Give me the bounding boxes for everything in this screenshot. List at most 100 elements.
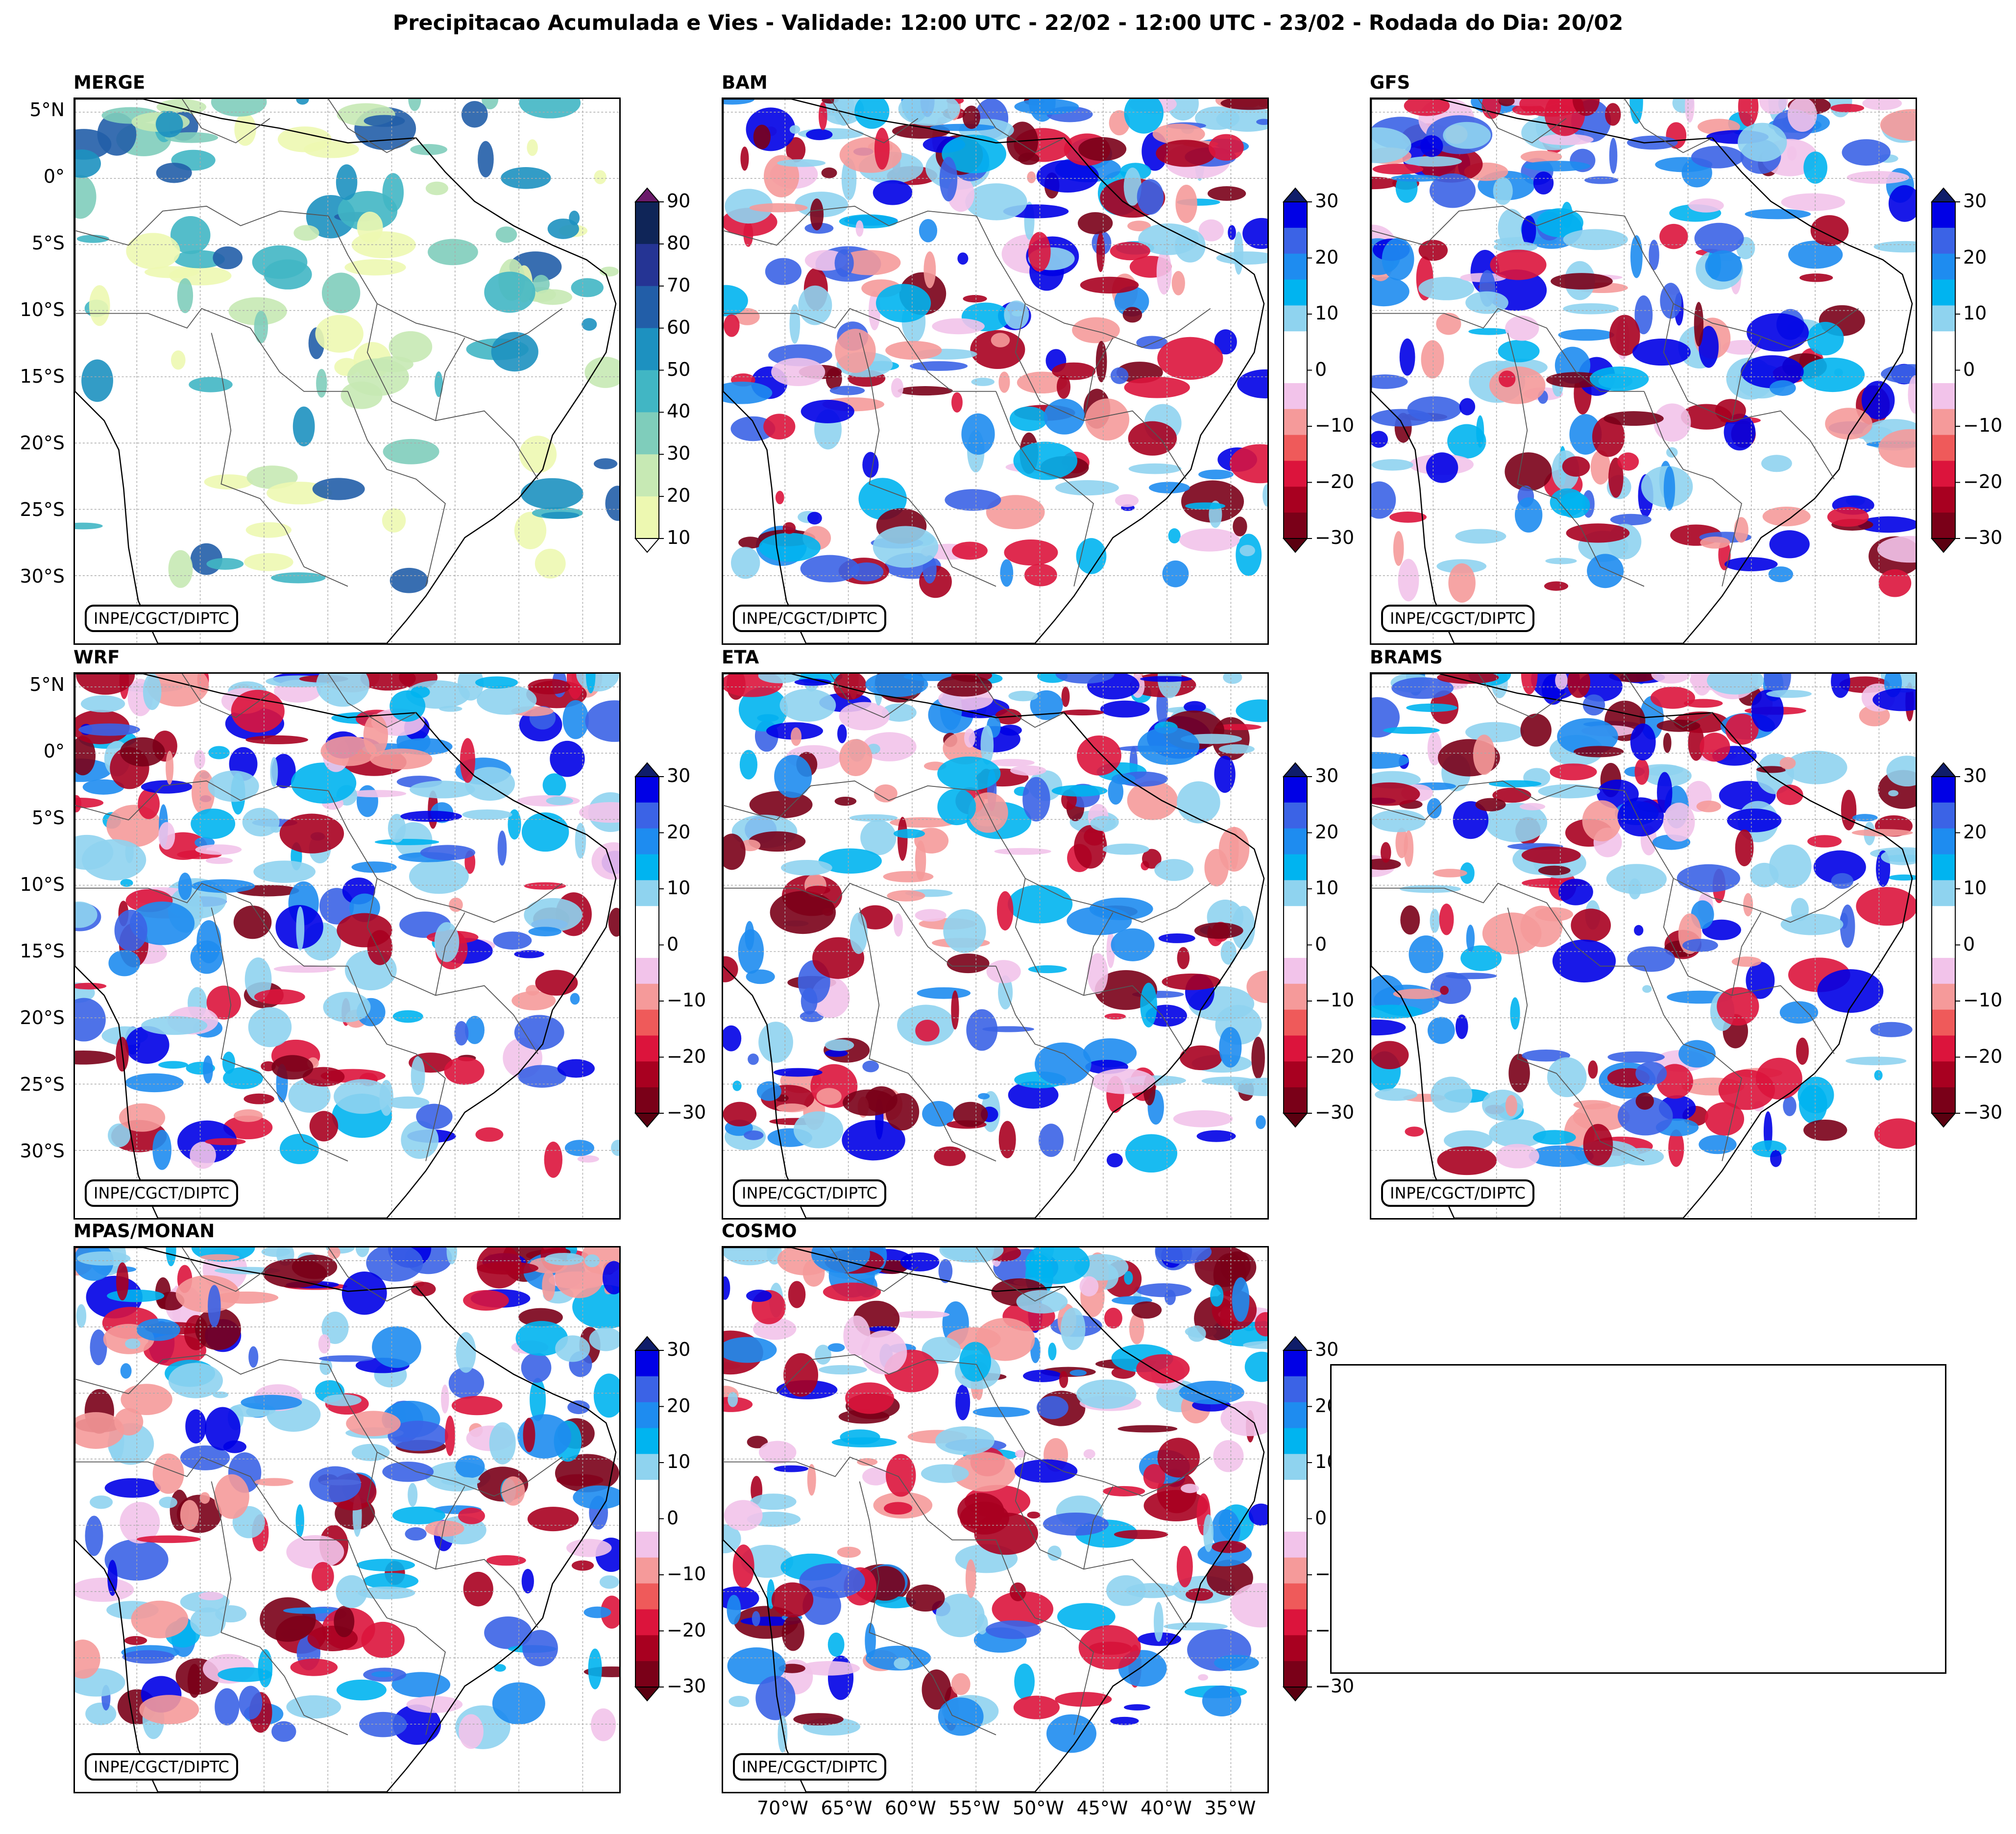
field-blob bbox=[76, 674, 135, 695]
field-blob bbox=[730, 416, 776, 441]
field-blob bbox=[286, 1535, 344, 1569]
field-blob bbox=[1632, 339, 1691, 366]
field-blob bbox=[1080, 276, 1139, 293]
field-blob bbox=[1124, 99, 1164, 134]
field-blob bbox=[1176, 781, 1220, 824]
field-blob bbox=[1781, 193, 1846, 211]
colorbar-segment bbox=[1932, 1035, 1955, 1062]
colorbar-segment bbox=[635, 454, 659, 497]
field-blob bbox=[1532, 1130, 1576, 1145]
coastline bbox=[75, 674, 617, 1218]
field-blob bbox=[1436, 313, 1461, 335]
field-blob bbox=[1246, 970, 1267, 1003]
field-blob bbox=[383, 439, 439, 465]
field-blob bbox=[1448, 563, 1476, 603]
field-blob bbox=[411, 686, 430, 698]
field-blob bbox=[1263, 484, 1267, 507]
field-blob bbox=[75, 149, 101, 178]
field-blob bbox=[1607, 1051, 1665, 1063]
field-blob bbox=[818, 1365, 867, 1375]
state-border bbox=[859, 907, 996, 1162]
colorbar-segment bbox=[635, 1583, 659, 1610]
field-blob bbox=[1609, 674, 1657, 683]
field-blob bbox=[462, 809, 512, 820]
field-blob bbox=[1443, 122, 1491, 149]
field-blob bbox=[1444, 1130, 1493, 1151]
field-blob bbox=[205, 857, 233, 864]
field-blob bbox=[1558, 879, 1593, 905]
field-blob bbox=[1603, 411, 1664, 426]
field-blob bbox=[344, 259, 406, 276]
field-blob bbox=[594, 170, 607, 184]
coastline bbox=[1371, 674, 1913, 1218]
field-blob bbox=[1400, 885, 1461, 893]
field-blob bbox=[1212, 1541, 1246, 1553]
field-blob bbox=[793, 1111, 844, 1149]
field-blob bbox=[827, 1343, 845, 1352]
colorbar-segment bbox=[1284, 932, 1307, 958]
colorbar-segment bbox=[635, 880, 659, 906]
field-blob bbox=[1371, 276, 1409, 307]
field-blob bbox=[351, 1443, 390, 1461]
field-blob bbox=[334, 1079, 391, 1114]
field-blob bbox=[194, 750, 205, 769]
state-border bbox=[211, 907, 348, 1162]
field-blob bbox=[477, 685, 537, 715]
panel-title: GFS bbox=[1370, 72, 1410, 93]
colorbar-tick-label: 60 bbox=[667, 316, 691, 338]
field-blob bbox=[119, 1103, 166, 1132]
field-blob bbox=[1663, 803, 1695, 842]
field-blob bbox=[834, 249, 854, 277]
field-blob bbox=[732, 1544, 754, 1588]
colorbar-extend-bottom bbox=[1930, 538, 1957, 553]
map-panel: INPE/CGCT/DIPTC bbox=[722, 1246, 1269, 1793]
field-blob bbox=[420, 845, 476, 860]
field-blob bbox=[1176, 1545, 1193, 1588]
field-blob bbox=[550, 740, 585, 777]
colorbar-extend-bottom bbox=[634, 1687, 660, 1702]
field-blob bbox=[382, 173, 404, 212]
map-panel: INPE/CGCT/DIPTC bbox=[73, 98, 621, 645]
colorbar-tick-label: −30 bbox=[1315, 527, 1355, 548]
field-blob bbox=[205, 1138, 246, 1146]
field-blob bbox=[968, 792, 1008, 833]
field-blob bbox=[740, 147, 749, 171]
colorbar-segment bbox=[1284, 957, 1307, 984]
field-blob bbox=[1888, 790, 1899, 797]
field-blob bbox=[1389, 511, 1427, 523]
colorbar-segment bbox=[1284, 487, 1307, 513]
state-border bbox=[328, 1247, 416, 1302]
field-blob bbox=[126, 233, 180, 269]
field-blob bbox=[839, 214, 898, 229]
field-blob bbox=[515, 1320, 568, 1356]
field-blob bbox=[998, 1121, 1016, 1158]
field-blob bbox=[121, 1384, 172, 1415]
field-blob bbox=[1055, 480, 1119, 496]
field-blob bbox=[1538, 134, 1594, 146]
colorbar-segment bbox=[1284, 802, 1307, 829]
field-blob bbox=[1382, 238, 1414, 281]
colorbar-segment bbox=[1284, 1454, 1307, 1480]
field-blob bbox=[608, 907, 619, 937]
field-blob bbox=[208, 1285, 221, 1327]
colorbar-segment bbox=[1932, 906, 1955, 932]
colorbar-segment bbox=[1932, 253, 1955, 280]
colorbar-extend-top bbox=[634, 762, 660, 777]
field-blob bbox=[318, 1334, 331, 1354]
field-blob bbox=[290, 1659, 338, 1676]
field-blob bbox=[1498, 340, 1540, 363]
field-blob bbox=[1404, 99, 1450, 116]
colorbar-segment bbox=[1284, 1061, 1307, 1088]
colorbar-segment bbox=[635, 1531, 659, 1558]
field-blob bbox=[584, 1254, 600, 1268]
panel-title: BAM bbox=[722, 72, 768, 93]
field-blob bbox=[1233, 1077, 1267, 1097]
colorbar-tick-label: −10 bbox=[667, 1563, 706, 1585]
field-blob bbox=[1735, 829, 1754, 866]
field-blob bbox=[816, 1088, 842, 1105]
field-blob bbox=[547, 219, 579, 239]
field-blob bbox=[1888, 185, 1916, 222]
field-blob bbox=[389, 567, 428, 593]
field-blob bbox=[1229, 444, 1267, 484]
colorbar-tick-label: 0 bbox=[1315, 933, 1327, 955]
